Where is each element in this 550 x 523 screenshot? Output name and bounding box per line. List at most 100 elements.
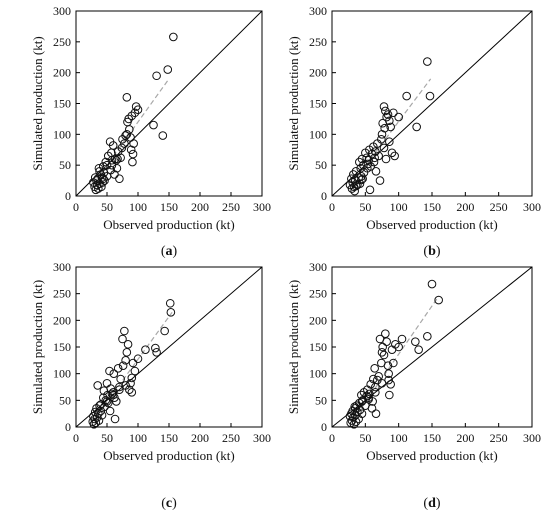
y-tick-label: 200 [53,66,71,80]
data-point [389,108,398,118]
data-point [375,176,385,185]
y-tick-label: 50 [315,393,327,407]
data-point [427,279,437,289]
y-tick-label: 100 [309,367,327,381]
data-point [379,143,389,153]
data-point [151,343,160,353]
x-axis-title: Observed production (kt) [103,448,234,463]
data-point [411,337,420,346]
panel-caption: (a) [161,244,178,259]
data-point [365,389,374,399]
x-tick-label: 300 [523,431,541,445]
x-tick-label: 150 [160,200,178,214]
y-tick-label: 300 [309,260,327,274]
data-point [121,356,130,365]
y-tick-label: 150 [53,340,71,354]
data-point [128,358,138,368]
data-point [122,348,132,357]
data-point [169,32,178,42]
data-point [130,108,140,118]
data-point [382,337,391,346]
data-point [118,334,127,344]
x-tick-label: 300 [253,200,271,214]
data-point [370,153,379,163]
data-point [98,178,107,187]
data-point [371,167,381,176]
data-point [128,149,138,159]
y-tick-label: 250 [53,35,71,49]
y-tick-label: 0 [321,189,327,203]
panel-b: 0 50 100 150 200 250 300 0 50 100 150 200 250 300 Obse… [286,4,541,259]
x-tick-label: 100 [390,431,408,445]
x-tick-label: 0 [329,200,335,214]
y-tick-label: 150 [53,97,71,111]
data-point [371,409,381,418]
data-point [374,372,383,381]
x-tick-label: 150 [423,200,441,214]
data-point [117,143,127,153]
panel-c: 0 50 100 150 200 250 300 0 50 100 150 200 250 300 Obse… [30,260,271,511]
x-tick-label: 50 [359,200,371,214]
data-point [107,155,117,165]
data-point [385,390,394,400]
x-tick-label: 300 [523,200,541,214]
panel-d: 0 50 100 150 200 250 300 0 50 100 150 200 250 300 Obse… [286,260,541,511]
data-point [386,380,395,389]
data-point [381,329,390,338]
data-point [370,364,379,373]
x-tick-label: 200 [456,200,474,214]
data-point [397,334,407,344]
data-point [97,410,107,420]
x-axis-title: Observed production (kt) [366,448,497,463]
data-point [351,404,360,413]
x-tick-label: 250 [222,431,240,445]
y-axis-title: Simulated production (kt) [30,280,45,414]
data-point [95,167,104,176]
data-point [120,326,129,336]
y-tick-label: 300 [53,4,71,18]
y-tick-label: 250 [309,287,327,301]
data-point [357,409,367,418]
data-point [366,380,375,389]
x-tick-label: 100 [390,200,408,214]
data-point [165,298,175,308]
data-point [123,340,133,349]
data-point [373,375,382,385]
y-tick-label: 200 [309,66,327,80]
data-point [369,157,379,167]
data-point [152,71,161,81]
data-point [384,369,393,378]
data-point [358,174,367,184]
y-tick-label: 0 [65,189,71,203]
data-point [105,406,115,416]
data-point [127,111,137,121]
y-tick-label: 250 [309,35,327,49]
data-point [102,397,112,406]
data-point [357,397,367,406]
x-tick-label: 50 [359,431,371,445]
data-point [115,174,124,184]
data-point [386,122,395,132]
panel-caption: (d) [423,496,440,511]
data-point [160,326,169,336]
data-point [95,401,104,410]
data-point [128,157,137,167]
data-point [122,93,132,102]
y-tick-label: 0 [65,420,71,434]
data-point [126,378,135,388]
y-tick-label: 100 [53,367,71,381]
data-point [384,375,393,385]
x-tick-label: 50 [101,200,113,214]
data-point [108,141,118,150]
data-point [385,137,394,147]
data-point [394,342,403,352]
panel-caption: (c) [161,496,177,511]
x-axis-title: Observed production (kt) [103,217,234,232]
y-axis-title: Simulated production (kt) [286,36,301,170]
trend-line [94,78,170,183]
data-point [369,374,378,384]
y-axis-title: Simulated production (kt) [30,36,45,170]
data-point [158,131,168,140]
x-tick-label: 200 [456,431,474,445]
